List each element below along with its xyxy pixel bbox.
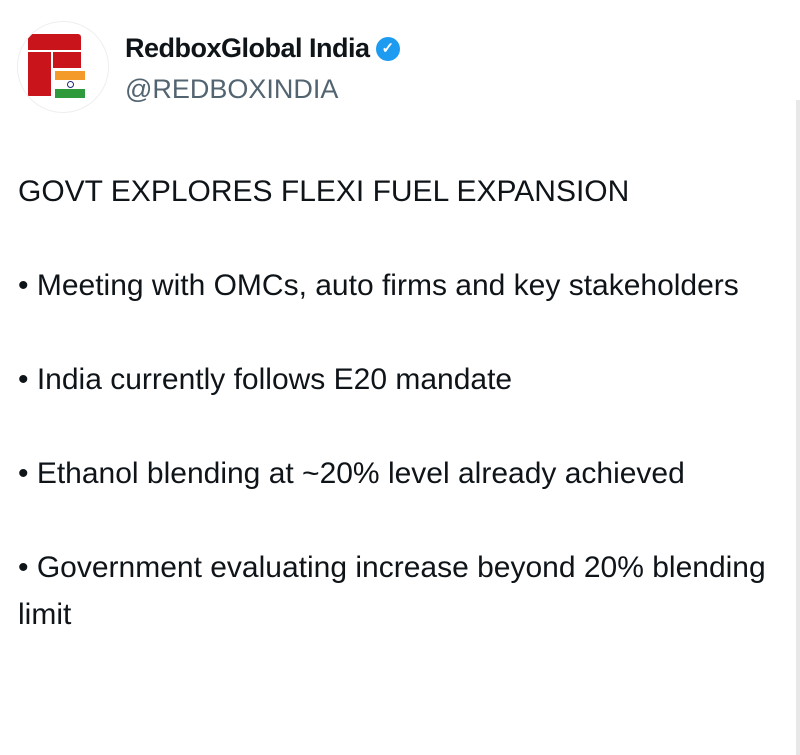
logo-part xyxy=(28,34,81,50)
chakra-icon xyxy=(67,81,74,88)
flag-saffron xyxy=(55,71,85,80)
author-name-row[interactable]: RedboxGlobal India ✓ xyxy=(125,33,400,64)
bullet-item: • Government evaluating increase beyond … xyxy=(18,551,766,631)
post-headline: GOVT EXPLORES FLEXI FUEL EXPANSION xyxy=(18,175,630,208)
verified-badge-icon: ✓ xyxy=(375,36,400,61)
logo-part xyxy=(53,52,81,68)
author-handle[interactable]: @REDBOXINDIA xyxy=(125,74,339,104)
flag-green xyxy=(55,89,85,98)
bullet-item: • Ethanol blending at ~20% level already… xyxy=(18,457,685,490)
avatar[interactable] xyxy=(18,22,108,112)
logo-part xyxy=(28,52,51,96)
bullet-item: • India currently follows E20 mandate xyxy=(18,363,513,396)
bullet-item: • Meeting with OMCs, auto firms and key … xyxy=(18,269,739,302)
post-body: GOVT EXPLORES FLEXI FUEL EXPANSION • Mee… xyxy=(18,168,788,685)
scrollbar[interactable] xyxy=(796,100,800,755)
author-name[interactable]: RedboxGlobal India xyxy=(125,33,370,63)
